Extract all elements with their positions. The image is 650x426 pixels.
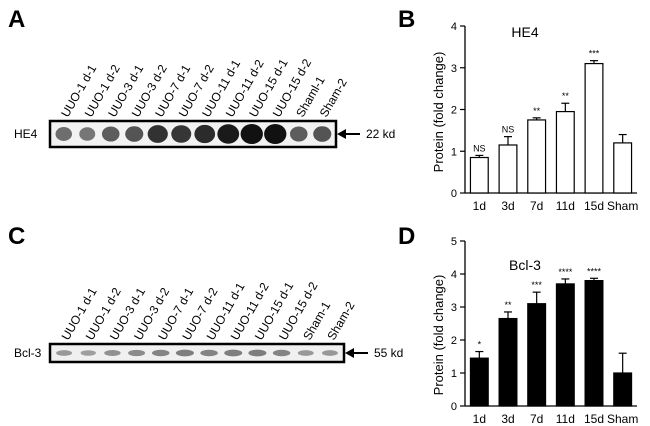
blot-band [264, 124, 287, 144]
blot-bcl3-protein-label: Bcl-3 [14, 346, 42, 360]
x-tick-label: 3d [501, 199, 514, 213]
significance-label: ** [562, 91, 570, 101]
y-tick-label: 2 [451, 335, 457, 347]
blot-band [171, 125, 192, 143]
blot-bcl3-size-arrow [345, 348, 368, 358]
blot-bcl3-membrane [48, 342, 346, 364]
bar [527, 119, 547, 194]
x-tick-label: 11d [556, 199, 575, 213]
chart-he4: Protein (fold change) HE4 0 1 2 3 4 NS 1d NS 3d *… [431, 21, 638, 213]
bar [613, 372, 633, 407]
x-tick-label: Sham [607, 199, 638, 213]
x-tick-label: 15d [584, 412, 604, 426]
blot-he4-size-arrow [337, 129, 360, 139]
x-tick-label: 7d [530, 199, 543, 213]
blot-bcl3-bands [56, 349, 338, 357]
y-tick-label: 0 [451, 401, 457, 413]
blot-bcl3-size-label: 55 kd [374, 346, 403, 360]
x-tick-label: 1d [473, 199, 486, 213]
y-tick-label: 5 [451, 236, 457, 248]
panel-letter-c: C [8, 223, 25, 250]
blot-band [80, 350, 96, 356]
blot-band [321, 350, 338, 356]
bar [498, 144, 518, 194]
blot-he4-membrane [48, 119, 338, 149]
blot-band [217, 124, 240, 144]
bar [555, 283, 575, 407]
significance-label: * [478, 340, 482, 350]
significance-label: *** [589, 49, 600, 59]
y-tick-label: 3 [451, 302, 457, 314]
x-tick-label: 3d [501, 412, 514, 426]
chart-he4-y-axis-title: Protein (fold change) [431, 52, 446, 173]
bar [555, 110, 575, 194]
blot-band [55, 127, 73, 141]
blot-band [272, 349, 291, 357]
blot-he4-size-label: 22 kd [366, 127, 395, 141]
panel-letter-b: B [398, 6, 415, 33]
blot-he4-bands [55, 124, 332, 144]
chart-he4-title: HE4 [511, 24, 538, 40]
significance-label: **** [558, 267, 573, 277]
blot-band [224, 349, 243, 357]
chart-bcl3: Protein (fold change) Bcl-3 0 1 2 3 4 5 * 1d ** 3… [431, 236, 638, 426]
blot-band [200, 349, 218, 357]
blot-band [101, 126, 120, 142]
bar [469, 156, 489, 194]
panel-letter-a: A [8, 6, 25, 33]
x-tick-label: 11d [556, 412, 575, 426]
blot-band [313, 126, 332, 142]
blot-band [56, 350, 73, 356]
blot-band [248, 349, 267, 357]
bar [469, 357, 489, 407]
blot-band [297, 350, 314, 356]
significance-label: ** [533, 106, 541, 116]
chart-bcl3-title: Bcl-3 [509, 257, 541, 273]
x-tick-label: Sham [607, 412, 638, 426]
significance-label: ** [504, 300, 512, 310]
bar [584, 280, 604, 407]
bar [527, 303, 547, 407]
blot-band [104, 349, 121, 357]
bar [613, 142, 633, 194]
y-tick-label: 1 [451, 146, 457, 158]
x-tick-label: 15d [584, 199, 604, 213]
x-tick-label: 1d [473, 412, 486, 426]
blot-band [79, 127, 96, 141]
y-tick-label: 1 [451, 368, 457, 380]
y-tick-label: 2 [451, 105, 457, 117]
blot-band [240, 124, 263, 144]
y-tick-label: 4 [451, 21, 457, 33]
significance-label: NS [473, 143, 486, 153]
bar [584, 62, 604, 194]
significance-label: *** [531, 280, 542, 290]
blot-band [147, 125, 168, 143]
blot-band [128, 349, 146, 357]
blot-band [194, 124, 216, 144]
bar [498, 317, 518, 407]
blot-band [175, 349, 194, 357]
blot-he4-protein-label: HE4 [14, 127, 38, 141]
blot-band [125, 126, 144, 142]
y-tick-label: 0 [451, 188, 457, 200]
y-tick-label: 3 [451, 63, 457, 75]
blot-band [151, 349, 170, 357]
chart-bcl3-y-axis-title: Protein (fold change) [431, 275, 446, 396]
panel-letter-d: D [398, 223, 415, 250]
y-tick-label: 4 [451, 269, 457, 281]
significance-label: NS [502, 125, 515, 135]
significance-label: **** [587, 266, 602, 276]
blot-band [289, 126, 308, 142]
x-tick-label: 7d [530, 412, 543, 426]
